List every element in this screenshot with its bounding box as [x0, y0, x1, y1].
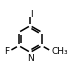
Text: N: N	[27, 54, 34, 63]
Text: F: F	[4, 47, 9, 56]
Text: CH₃: CH₃	[51, 47, 68, 56]
Text: I: I	[30, 10, 33, 19]
